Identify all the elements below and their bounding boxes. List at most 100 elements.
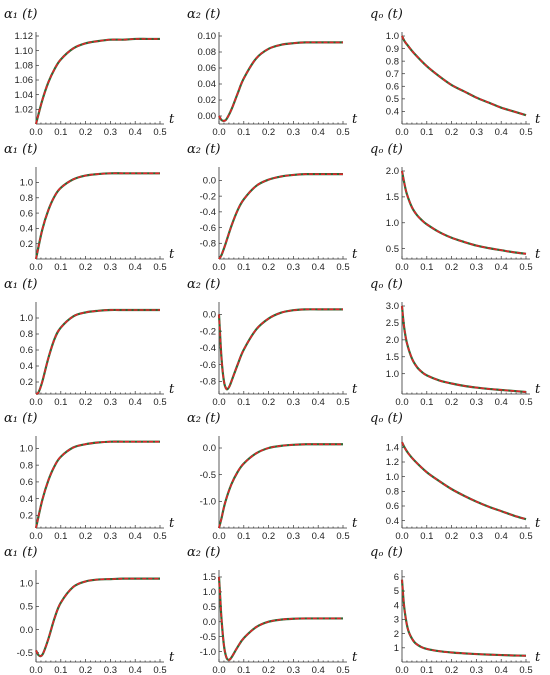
y-tick-label: 1.06	[15, 75, 34, 86]
y-tick-label: 0.4	[20, 361, 33, 372]
x-tick-label: 0.4	[495, 262, 508, 273]
x-tick-label: 0.4	[312, 397, 325, 408]
y-tick-label: 0.6	[20, 345, 33, 356]
x-tick-label: 0.5	[153, 397, 166, 408]
chart-panel-6: qₒ (t) t 0.0 0.1 0.2 0.3 0.4 0.5 0.5 1.0 1.5 2.0	[366, 137, 549, 273]
chart-svg: qₒ (t) t 0.0 0.1 0.2 0.3 0.4 0.5 1.0 1.5 2.0 2.5 3.0	[370, 277, 541, 408]
x-tick-label: 0.1	[420, 127, 433, 138]
y-tick-label: 0.06	[198, 63, 217, 74]
x-tick-label: 0.5	[153, 665, 166, 675]
x-tick-label: 0.1	[54, 665, 67, 675]
chart-svg: α₁ (t) t 0.0 0.1 0.2 0.3 0.4 0.5 -0.5 0.0 0.5 1.0	[4, 545, 175, 675]
y-tick-label: 0.10	[198, 31, 217, 42]
x-axis-title: t	[352, 516, 358, 531]
series-line-dashed	[401, 35, 527, 116]
x-tick-label: 0.2	[79, 397, 92, 408]
x-tick-label: 0.5	[336, 397, 349, 408]
x-tick-label: 0.5	[519, 127, 532, 138]
chart-svg: α₂ (t) t 0.0 0.1 0.2 0.3 0.4 0.5 0.00 0.02 0.04 0.0…	[187, 7, 358, 138]
x-tick-label: 0.5	[336, 262, 349, 273]
x-tick-label: 0.5	[519, 397, 532, 408]
x-tick-label: 0.3	[470, 665, 483, 675]
x-tick-label: 0.5	[153, 262, 166, 273]
y-tick-label: 0.9	[386, 44, 399, 55]
chart-svg: α₂ (t) t 0.0 0.1 0.2 0.3 0.4 0.5 1.5 1.0 0.5 0.0 -0.…	[187, 545, 358, 675]
series-line-solid	[400, 170, 527, 255]
y-tick-label: 0.8	[20, 329, 33, 340]
x-axis-title: t	[535, 516, 541, 531]
chart-svg: α₂ (t) t 0.0 0.1 0.2 0.3 0.4 0.5 0.0 -0.5 -1.0	[187, 411, 358, 542]
y-tick-label: 0.7	[386, 69, 399, 80]
x-tick-label: 0.2	[445, 397, 458, 408]
y-tick-label: 2.5	[386, 318, 399, 329]
x-tick-label: 0.3	[470, 127, 483, 138]
x-tick-label: 0.5	[519, 262, 532, 273]
y-tick-label: 0.5	[20, 602, 33, 613]
chart-svg: α₁ (t) t 0.0 0.1 0.2 0.3 0.4 0.5 1.02 1.04 1.06 1.0…	[4, 7, 175, 138]
x-tick-label: 0.2	[445, 665, 458, 675]
x-tick-label: 0.3	[287, 262, 300, 273]
y-tick-label: 0.5	[386, 94, 399, 105]
x-tick-label: 0.1	[237, 127, 250, 138]
x-tick-label: 0.1	[420, 262, 433, 273]
x-tick-label: 0.4	[312, 531, 325, 542]
x-tick-label: 0.0	[212, 262, 225, 273]
x-tick-label: 0.0	[395, 262, 408, 273]
series-line-solid	[217, 308, 343, 391]
y-tick-label: 0.08	[198, 47, 217, 58]
x-axis-title: t	[169, 247, 175, 262]
x-axis-title: t	[352, 650, 358, 665]
y-tick-label: 0.6	[386, 81, 399, 92]
x-tick-label: 0.4	[129, 665, 142, 675]
x-tick-label: 0.2	[79, 262, 92, 273]
y-axis-title: qₒ (t)	[370, 411, 403, 426]
series-line-solid	[34, 37, 160, 125]
chart-panel-9: qₒ (t) t 0.0 0.1 0.2 0.3 0.4 0.5 1.0 1.5 2.0 2.5 3.0	[366, 272, 549, 408]
x-tick-label: 0.5	[519, 531, 532, 542]
chart-svg: α₁ (t) t 0.0 0.1 0.2 0.3 0.4 0.5 0.2 0.4 0.6 0.8 1.0	[4, 411, 175, 542]
y-axis-title: α₂ (t)	[187, 411, 221, 426]
x-tick-label: 0.2	[262, 665, 275, 675]
y-axis-title: α₁ (t)	[4, 411, 38, 426]
series-line-dashed	[35, 172, 160, 260]
y-tick-label: 1.0	[20, 578, 33, 589]
y-tick-label: 5	[394, 586, 399, 597]
y-tick-label: 3.0	[386, 301, 399, 312]
series-line-dashed	[401, 305, 527, 393]
y-tick-label: 1.0	[386, 369, 399, 380]
series-line-dashed	[218, 443, 343, 529]
y-tick-label: 0.0	[20, 625, 33, 636]
series-line-dashed	[35, 440, 160, 529]
chart-svg: α₂ (t) t 0.0 0.1 0.2 0.3 0.4 0.5 0.0 -0.2 -0.4 -0.6…	[187, 142, 358, 273]
y-tick-label: -0.5	[200, 470, 216, 481]
y-tick-label: 1.08	[15, 61, 34, 72]
x-tick-label: 0.4	[495, 397, 508, 408]
y-tick-label: -0.4	[200, 343, 216, 354]
y-tick-label: -0.6	[200, 360, 216, 371]
x-tick-label: 0.0	[212, 397, 225, 408]
x-tick-label: 0.1	[420, 531, 433, 542]
y-tick-label: 0.4	[20, 494, 33, 505]
y-tick-label: 3	[394, 615, 399, 626]
series-line-dashed	[218, 173, 343, 260]
x-tick-label: 0.1	[54, 531, 67, 542]
series-line-solid	[217, 443, 343, 529]
y-tick-label: 2	[394, 629, 399, 640]
x-tick-label: 0.2	[79, 531, 92, 542]
x-tick-label: 0.4	[495, 531, 508, 542]
y-tick-label: 0.0	[203, 443, 216, 454]
chart-panel-11: α₂ (t) t 0.0 0.1 0.2 0.3 0.4 0.5 0.0 -0.5 -1.0	[183, 406, 366, 542]
chart-panel-13: α₁ (t) t 0.0 0.1 0.2 0.3 0.4 0.5 -0.5 0.0 0.5 1.0	[0, 540, 183, 675]
x-tick-label: 0.1	[237, 531, 250, 542]
x-tick-label: 0.3	[287, 127, 300, 138]
y-tick-label: 0.8	[386, 487, 399, 498]
x-axis-title: t	[352, 382, 358, 397]
x-tick-label: 0.4	[129, 262, 142, 273]
x-tick-label: 0.1	[237, 262, 250, 273]
y-axis-title: α₂ (t)	[187, 277, 221, 292]
chart-panel-3: qₒ (t) t 0.0 0.1 0.2 0.3 0.4 0.5 0.4 0.5 0.6 0.7 0.8…	[366, 2, 549, 138]
y-axis-title: α₂ (t)	[187, 142, 221, 157]
y-axis-title: α₁ (t)	[4, 545, 38, 560]
x-tick-label: 0.0	[29, 531, 42, 542]
chart-panel-7: α₁ (t) t 0.0 0.1 0.2 0.3 0.4 0.5 0.2 0.4 0.6 0.8 1.0	[0, 272, 183, 408]
